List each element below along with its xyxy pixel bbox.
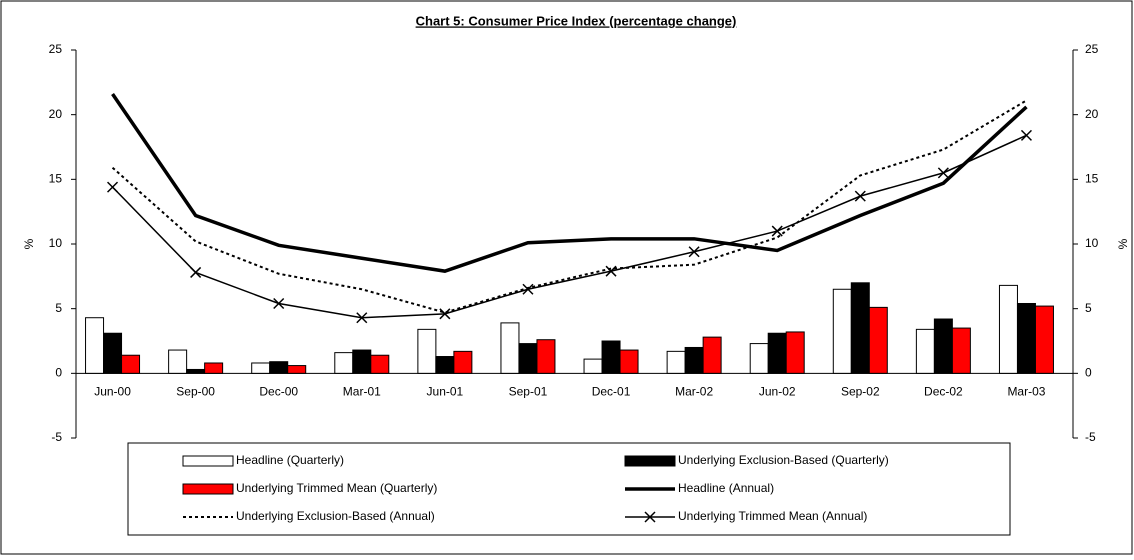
y2-tick-label: 15 xyxy=(1085,172,1099,186)
bar xyxy=(204,362,224,374)
y2-tick-label: -5 xyxy=(1085,430,1096,444)
x-tick-label: Sep-01 xyxy=(509,385,548,399)
y2-tick-label: 0 xyxy=(1085,366,1092,380)
bar xyxy=(998,284,1018,374)
bar xyxy=(435,356,455,374)
point-marker xyxy=(937,167,949,179)
x-tick-label: Dec-01 xyxy=(592,385,631,399)
legend-label: Headline (Annual) xyxy=(678,481,774,495)
bar xyxy=(749,343,769,374)
legend-box xyxy=(127,442,1011,536)
x-tick-label: Jun-02 xyxy=(759,385,796,399)
y-tick-label: 10 xyxy=(49,236,63,250)
bar xyxy=(915,328,935,374)
bar xyxy=(417,328,437,374)
y2-tick-label: 5 xyxy=(1085,301,1092,315)
legend-marker xyxy=(644,511,656,523)
x-tick-label: Mar-01 xyxy=(343,385,381,399)
bar xyxy=(287,365,307,374)
y-tick-label: 0 xyxy=(55,366,62,380)
bar xyxy=(619,349,639,374)
bar xyxy=(352,349,372,374)
bar xyxy=(103,332,123,374)
bar xyxy=(933,318,953,374)
point-marker xyxy=(190,266,202,278)
bar xyxy=(684,346,704,374)
bar xyxy=(269,361,289,374)
line xyxy=(112,134,1027,319)
bar xyxy=(666,350,686,374)
x-tick-label: Sep-02 xyxy=(841,385,880,399)
y2-tick-label: 20 xyxy=(1085,107,1099,121)
bar xyxy=(334,352,354,374)
bar xyxy=(500,322,520,374)
legend-label: Underlying Trimmed Mean (Quarterly) xyxy=(236,481,437,495)
y2-tick-label: 25 xyxy=(1085,42,1099,56)
x-tick-label: Sep-00 xyxy=(176,385,215,399)
x-tick-label: Jun-00 xyxy=(94,385,131,399)
bar xyxy=(121,354,141,374)
bar xyxy=(601,340,621,374)
x-tick-label: Mar-03 xyxy=(1007,385,1045,399)
bar xyxy=(518,343,538,374)
bar xyxy=(168,349,188,374)
legend-label: Underlying Trimmed Mean (Annual) xyxy=(678,509,867,523)
bar xyxy=(251,362,271,374)
bar xyxy=(951,327,971,374)
bar xyxy=(583,358,603,374)
bar xyxy=(868,306,888,374)
point-marker xyxy=(356,312,368,324)
line xyxy=(111,92,1028,273)
point-marker xyxy=(107,181,119,193)
bar xyxy=(850,282,870,374)
chart-title: Chart 5: Consumer Price Index (percentag… xyxy=(416,13,737,28)
bar xyxy=(767,332,787,374)
bar xyxy=(453,350,473,374)
x-tick-label: Jun-01 xyxy=(427,385,464,399)
legend-label: Underlying Exclusion-Based (Annual) xyxy=(236,509,435,523)
y2-axis-label: % xyxy=(1116,238,1130,249)
bar xyxy=(702,336,722,374)
line xyxy=(111,99,1027,314)
bar xyxy=(536,339,556,374)
point-marker xyxy=(1020,129,1032,141)
bar xyxy=(832,288,852,374)
legend-swatch xyxy=(182,483,234,495)
legend-label: Headline (Quarterly) xyxy=(236,453,344,467)
point-marker xyxy=(771,225,783,237)
bar xyxy=(1034,305,1054,374)
point-marker xyxy=(439,308,451,320)
y-tick-label: 15 xyxy=(49,172,63,186)
x-tick-label: Dec-00 xyxy=(259,385,298,399)
y-axis-label: % xyxy=(22,238,36,249)
legend-swatch xyxy=(182,455,234,467)
bar xyxy=(186,368,206,374)
bar xyxy=(85,317,105,374)
bar xyxy=(370,354,390,374)
legend-label: Underlying Exclusion-Based (Quarterly) xyxy=(678,453,889,467)
x-tick-label: Dec-02 xyxy=(924,385,963,399)
legend-swatch xyxy=(624,455,676,467)
y-tick-label: 20 xyxy=(49,107,63,121)
bar xyxy=(785,331,805,374)
point-marker xyxy=(522,283,534,295)
point-marker xyxy=(273,297,285,310)
y-tick-label: 25 xyxy=(49,42,63,56)
x-tick-label: Mar-02 xyxy=(675,385,713,399)
point-marker xyxy=(688,246,700,258)
point-marker xyxy=(854,190,866,202)
y-tick-label: -5 xyxy=(51,430,62,444)
bar xyxy=(1016,302,1036,374)
y-tick-label: 5 xyxy=(55,301,62,315)
point-marker xyxy=(605,265,617,277)
y2-tick-label: 10 xyxy=(1085,236,1099,250)
